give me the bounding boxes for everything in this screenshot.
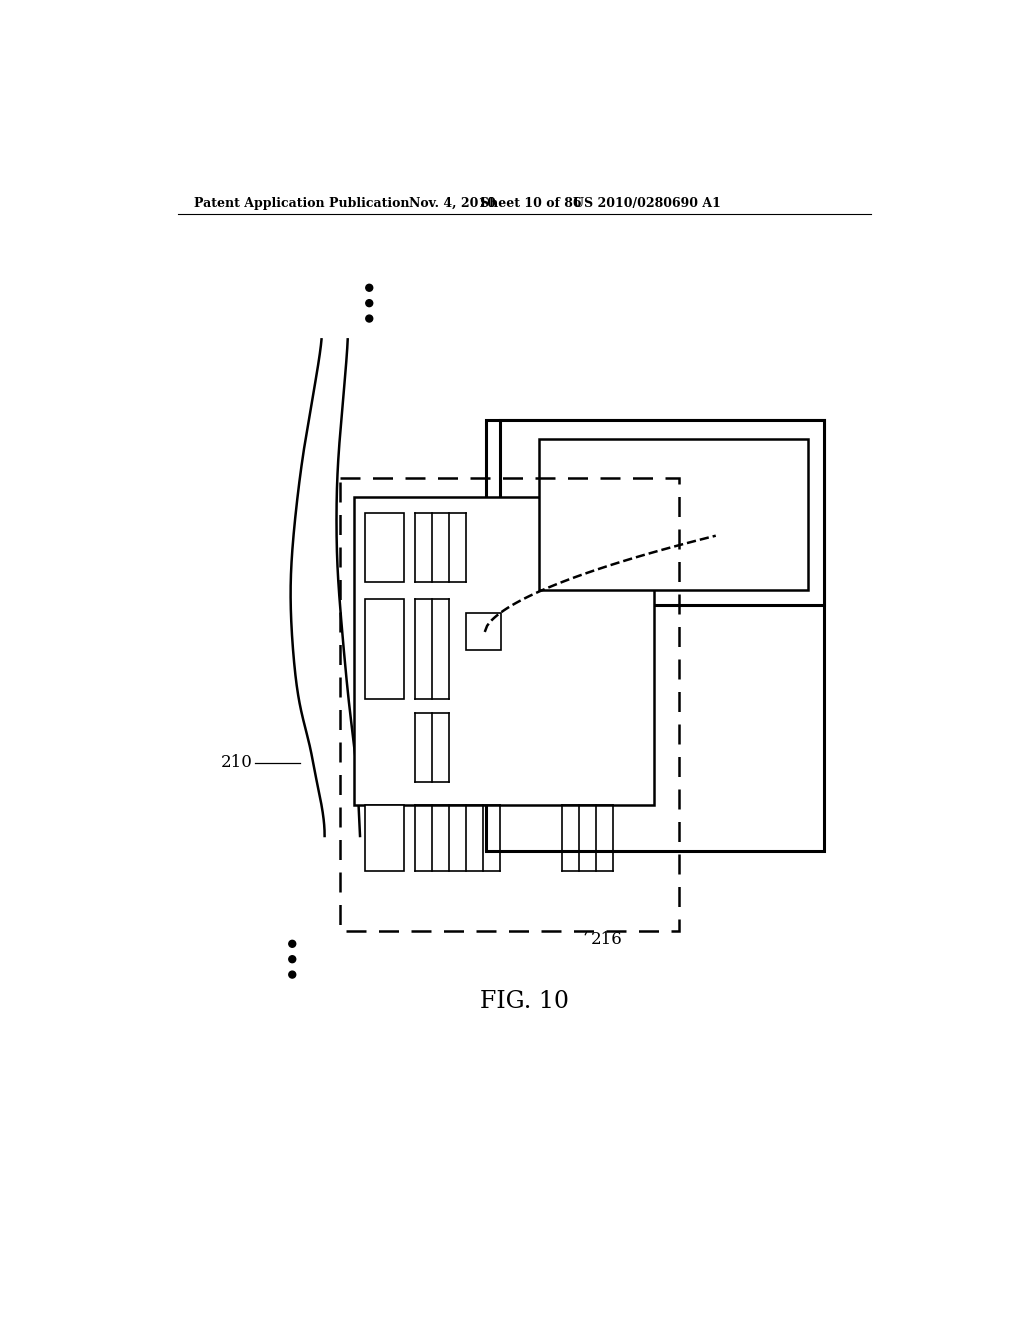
Text: 216: 216	[591, 932, 623, 949]
Bar	[366, 512, 403, 582]
Circle shape	[289, 940, 296, 948]
Circle shape	[289, 956, 296, 962]
Text: 218: 218	[733, 527, 765, 544]
Bar	[486, 420, 823, 851]
Circle shape	[366, 315, 373, 322]
Bar	[340, 478, 679, 931]
Bar	[500, 420, 823, 605]
Circle shape	[366, 300, 373, 306]
Text: US 2010/0280690 A1: US 2010/0280690 A1	[572, 197, 721, 210]
Text: Sheet 10 of 86: Sheet 10 of 86	[480, 197, 582, 210]
Circle shape	[289, 972, 296, 978]
Text: Nov. 4, 2010: Nov. 4, 2010	[410, 197, 497, 210]
Text: 210: 210	[220, 754, 252, 771]
Bar	[366, 805, 403, 871]
Text: FIG. 10: FIG. 10	[480, 990, 569, 1012]
Bar	[354, 498, 654, 805]
Text: Patent Application Publication: Patent Application Publication	[194, 197, 410, 210]
Bar	[539, 440, 808, 590]
Bar	[466, 612, 501, 649]
Circle shape	[366, 284, 373, 292]
Bar	[366, 599, 403, 700]
